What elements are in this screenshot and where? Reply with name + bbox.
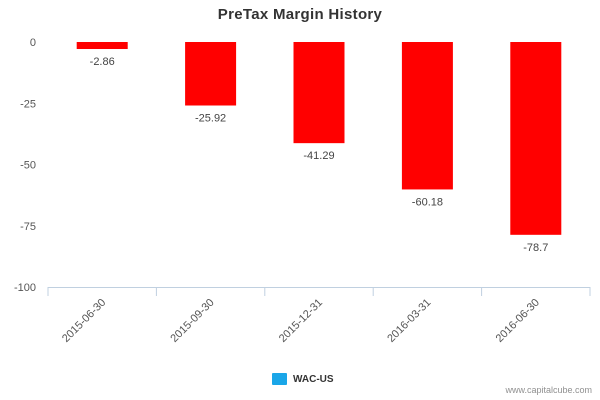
- data-label: -41.29: [303, 150, 334, 162]
- data-label: -60.18: [412, 196, 443, 208]
- x-tick-label: 2015-12-31: [277, 297, 325, 345]
- bar[interactable]: [293, 42, 345, 144]
- data-label: -2.86: [90, 56, 115, 68]
- y-tick-label: 0: [30, 37, 36, 49]
- x-tick-label: 2015-09-30: [168, 297, 216, 345]
- y-tick-label: -50: [20, 160, 36, 172]
- data-label: -78.7: [523, 242, 548, 254]
- data-label: -25.92: [195, 113, 226, 125]
- legend-swatch: [272, 373, 287, 385]
- y-tick-label: -25: [20, 98, 36, 110]
- y-tick-label: -100: [14, 282, 36, 294]
- bar[interactable]: [185, 42, 237, 106]
- x-tick-label: 2016-03-31: [385, 297, 433, 345]
- x-tick-label: 2016-06-30: [494, 297, 542, 345]
- bar[interactable]: [510, 42, 562, 235]
- watermark: www.capitalcube.com: [505, 385, 592, 395]
- bar[interactable]: [76, 42, 128, 50]
- legend-label-wac-us: WAC-US: [293, 373, 334, 385]
- chart-title: PreTax Margin History: [217, 6, 383, 23]
- y-tick-label: -75: [20, 221, 36, 233]
- bar[interactable]: [401, 42, 453, 190]
- x-tick-label: 2015-06-30: [60, 297, 108, 345]
- legend[interactable]: WAC-US: [272, 373, 334, 385]
